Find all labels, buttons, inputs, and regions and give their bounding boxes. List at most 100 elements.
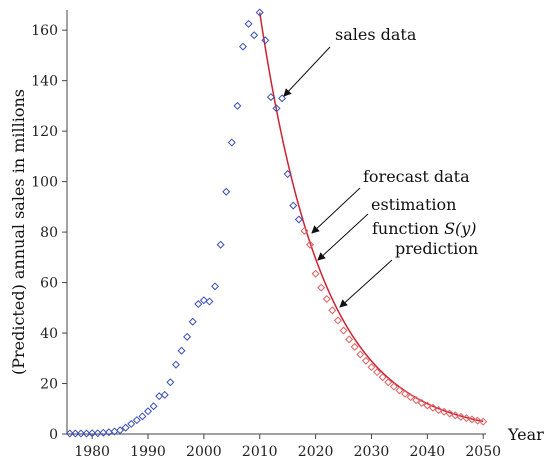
forecast-data-point [345,335,354,344]
forecast-data-point [395,386,404,395]
sales-data-point [261,36,270,45]
forecast-data-point [373,368,382,377]
forecast-data-point [451,411,460,420]
prediction-arrow [339,259,393,308]
y-tick-label: 0 [49,427,58,443]
y-tick-label: 40 [40,326,58,342]
forecast-data-point [400,389,410,398]
sales-data-label: sales data [335,25,417,44]
forecast-data-point [361,356,370,365]
forecast-data-point [428,403,437,412]
forecast-data-point [473,416,482,425]
sales-data-point [272,104,281,113]
forecast-data-point [456,412,465,421]
y-tick-label: 160 [31,23,58,39]
sales-series [65,8,303,438]
sales-data-point [255,8,264,17]
x-tick-label: 1980 [74,444,110,460]
forecast-data-point [468,415,477,424]
forecast-data-point [417,398,426,407]
forecast-data-point [462,414,471,423]
sales-data-point [82,429,91,438]
sales-data-point [132,416,141,425]
sales-data-point [138,412,147,421]
y-tick-label: 100 [31,175,58,191]
sales-data-point [149,402,158,411]
forecast-data-point [306,240,315,249]
sales-data-point [166,378,175,387]
x-tick-label: 2050 [465,444,501,460]
x-tick-label: 2040 [410,444,446,460]
prediction-label: prediction [395,239,478,258]
forecast-data-point [389,382,398,391]
forecast-data-point [333,316,342,325]
y-tick-label: 140 [31,74,58,90]
x-tick-label: 2010 [242,444,278,460]
forecast-data-point [322,294,331,303]
forecast-data-point [440,407,449,416]
estimation-label-line1: estimation [371,195,456,214]
sales-data-point [244,19,253,28]
sales-data-point [283,170,292,179]
forecast-data-point [350,342,359,351]
forecast-data-point [317,283,326,292]
sales-data-point [199,296,208,305]
sales-data-point [88,429,97,438]
forecast-data-point [339,326,348,335]
forecast-data-point [328,306,337,315]
forecast-data-label: forecast data [363,167,470,186]
x-ticks: 1980 1990 2000 2010 2020 2030 2040 2050 [74,434,501,460]
sales-data-point [71,429,80,438]
sales-data-point [155,392,164,401]
x-tick-label: 2000 [186,444,222,460]
forecast-series [300,226,488,426]
forecast-data-arrow [311,187,361,234]
forecast-data-point [406,393,415,402]
sales-data-point [211,282,220,291]
sales-data-point [76,429,85,438]
x-tick-label: 2030 [354,444,390,460]
forecast-data-point [423,401,432,410]
sales-data-point [238,42,247,51]
y-tick-label: 20 [40,377,58,393]
sales-data-point [222,187,231,196]
sales-data-arrow [283,46,331,97]
y-ticks: 0 20 40 60 80 100 120 140 160 [31,23,67,443]
y-tick-label: 60 [40,276,58,292]
sales-data-point [127,419,136,428]
estimation-function-math: S(y) [444,219,476,238]
estimation-label-line2: function S(y) [372,219,477,238]
y-axis-title: (Predicted) annual sales in millions [9,89,28,375]
estimation-arrow [317,213,369,261]
sales-data-point [294,215,303,224]
forecast-data-point [412,396,421,405]
sales-data-point [177,346,186,355]
sales-data-point [143,407,153,416]
x-tick-label: 1990 [130,444,166,460]
sales-data-point [233,101,242,110]
forecast-data-point [378,373,387,382]
sales-data-point [183,332,192,341]
forecast-data-point [311,269,320,278]
forecast-data-point [434,406,443,415]
sales-data-point [160,390,169,399]
sales-data-point [194,300,203,309]
sales-data-point [188,317,197,326]
forecast-data-point [479,417,488,426]
sales-data-point [121,423,130,432]
sales-data-point [227,138,236,147]
forecast-data-point [445,409,454,418]
forecast-data-point [367,363,376,372]
sales-data-point [205,297,214,306]
forecast-data-point [384,378,393,387]
sales-data-point [250,31,259,40]
forecast-data-point [300,226,309,235]
x-tick-label: 2020 [298,444,334,460]
estimation-function-prefix: function [372,219,444,238]
sales-data-point [65,429,74,438]
sales-data-point [171,360,180,369]
sales-data-point [116,426,125,435]
estimation-curve [258,12,484,423]
y-tick-label: 80 [40,225,58,241]
